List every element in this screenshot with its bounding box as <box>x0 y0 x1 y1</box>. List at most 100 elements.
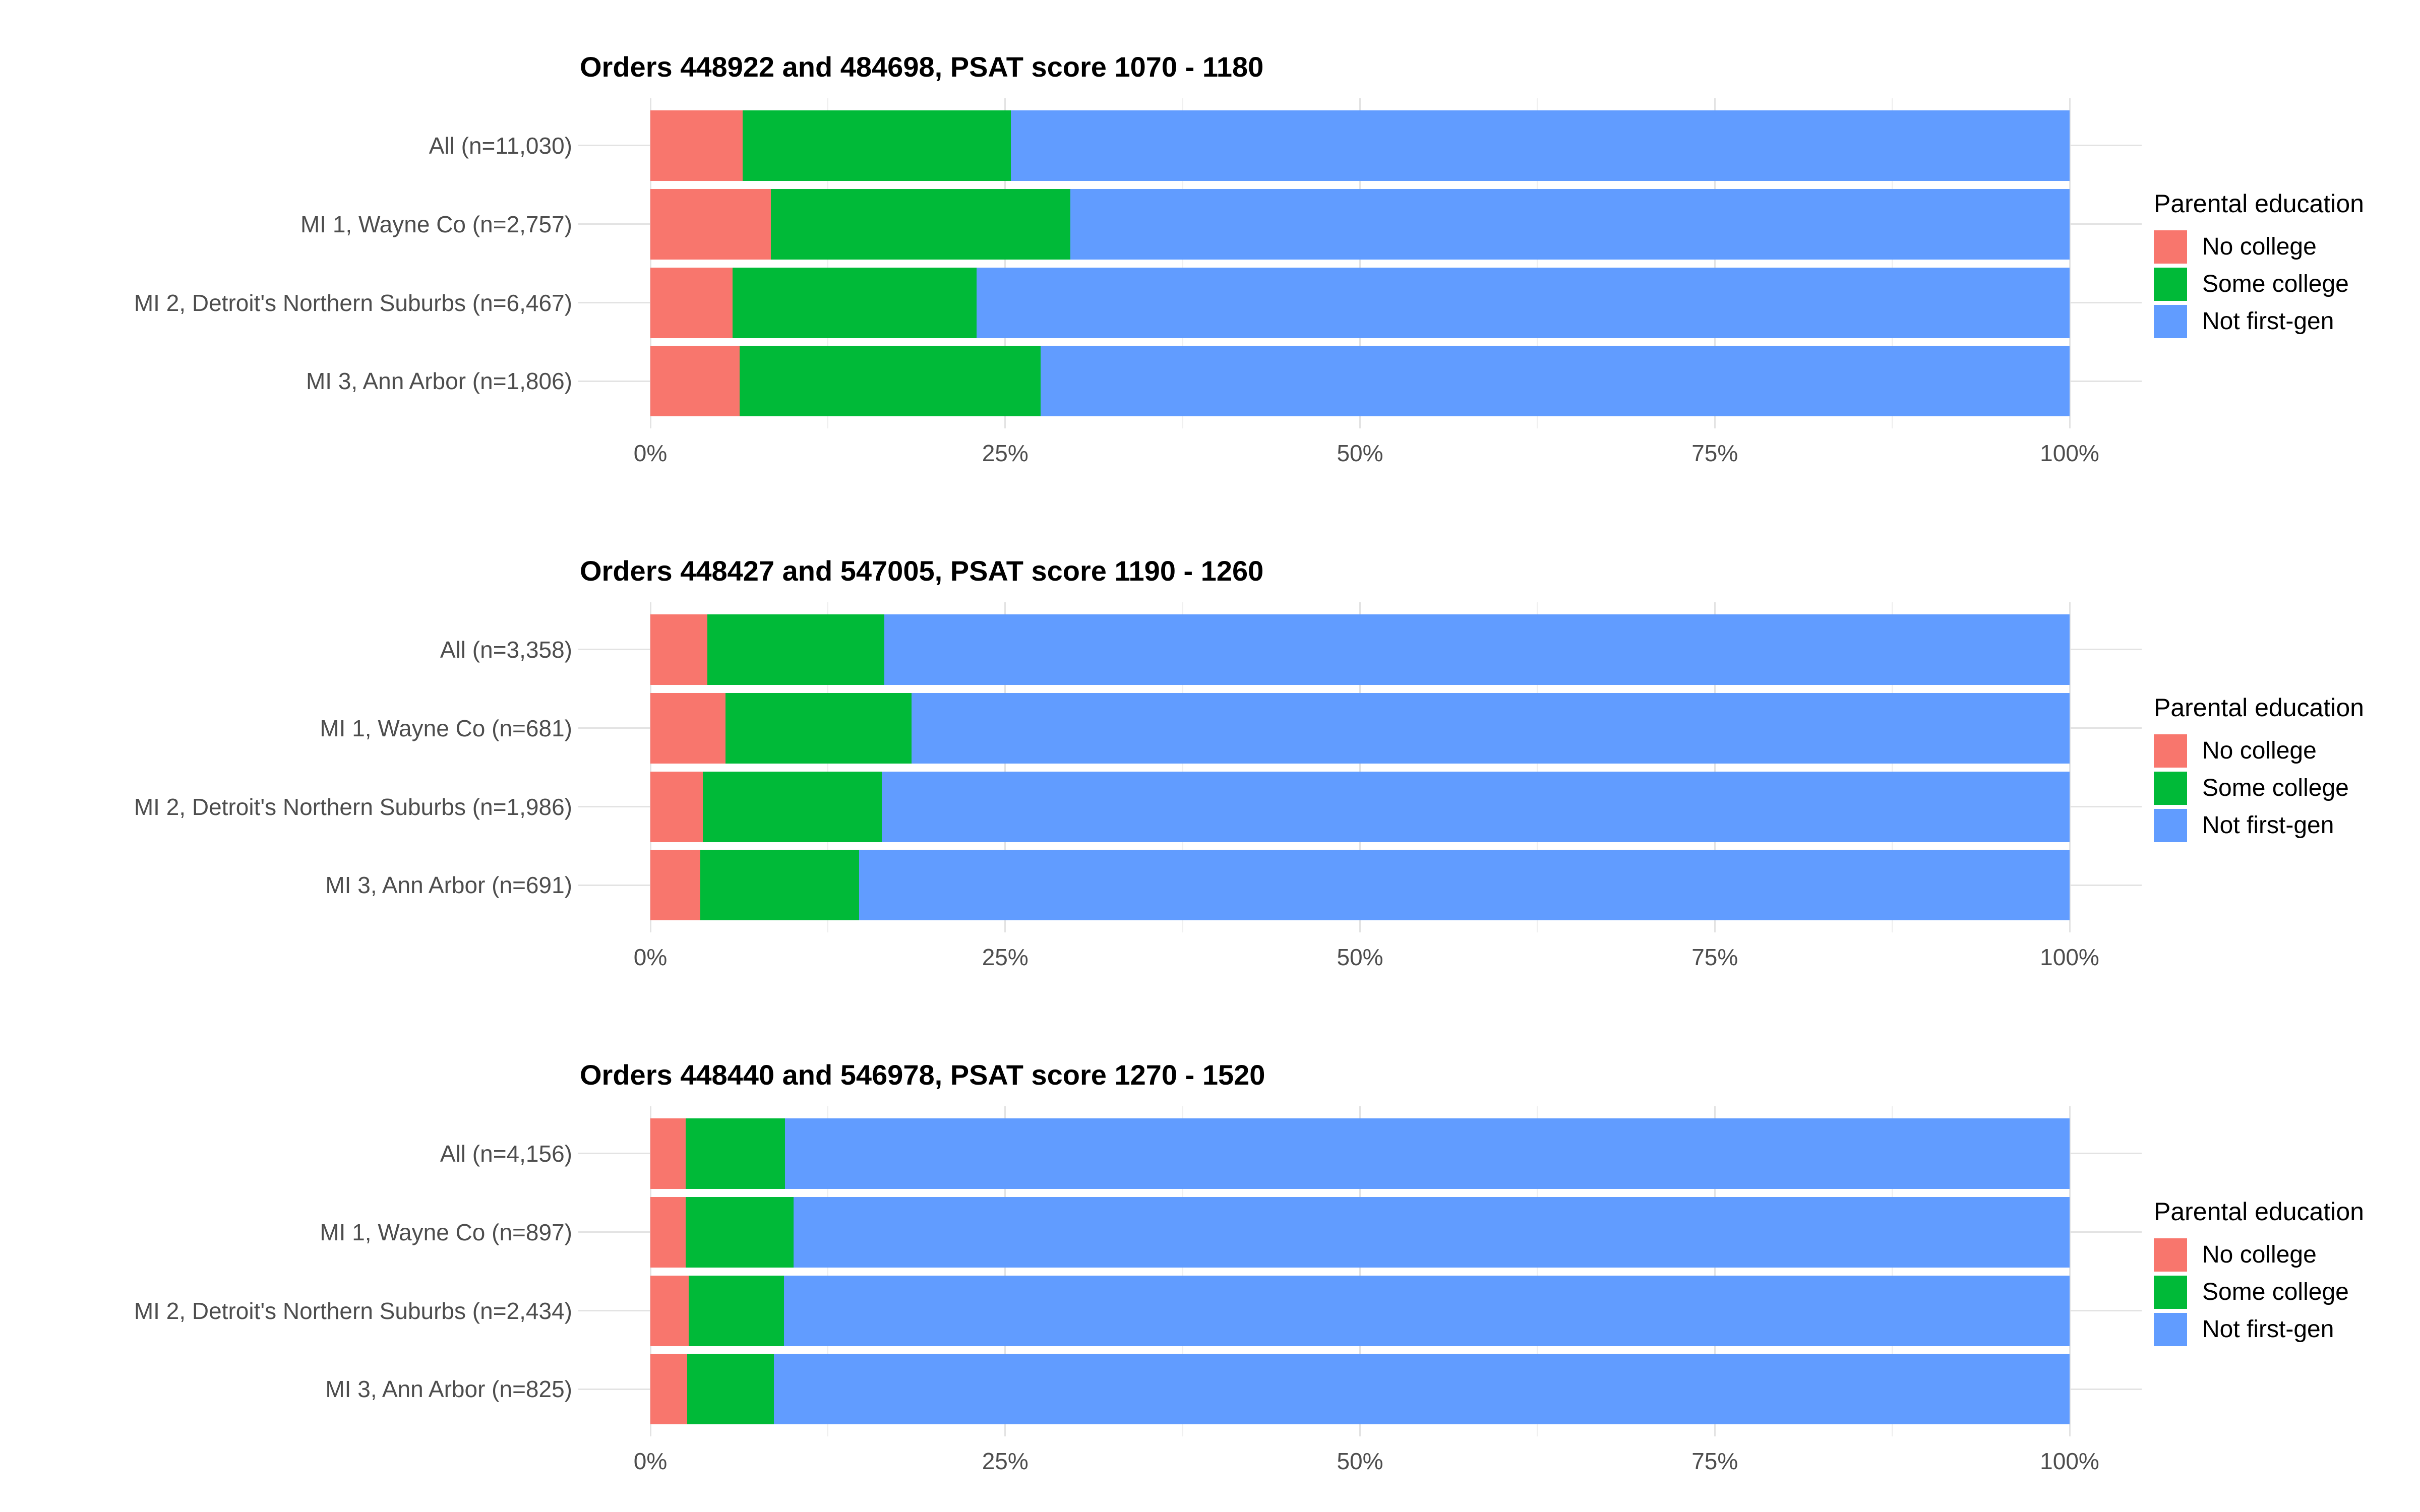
bar-segment-not-first-gen <box>783 1275 2070 1346</box>
gridline-minor <box>1182 602 1184 932</box>
legend-label: Some college <box>2202 775 2349 801</box>
bar-row-mi-2-detroit-s-northern-suburbs-n-2-434 <box>650 1275 2070 1346</box>
bar-segment-not-first-gen <box>911 692 2070 764</box>
bar-segment-no-college <box>650 188 771 260</box>
bar-segment-some-college <box>742 110 1011 181</box>
gridline-minor <box>1536 1106 1538 1436</box>
gridline-minor <box>1891 1106 1893 1436</box>
legend-swatch-not-first-gen <box>2154 1312 2187 1346</box>
legend-label: Not first-gen <box>2202 308 2334 335</box>
bar-segment-not-first-gen <box>785 1118 2070 1189</box>
bar-segment-not-first-gen <box>1070 188 2070 260</box>
legend-swatch-no-college <box>2154 734 2187 768</box>
x-axis-tick-label: 75% <box>1691 440 1738 466</box>
bar-segment-some-college <box>689 1275 784 1346</box>
bar-segment-not-first-gen <box>884 614 2070 685</box>
y-axis-label: MI 1, Wayne Co (n=681) <box>320 715 572 741</box>
bar-segment-no-college <box>650 346 740 417</box>
gridline-minor <box>1891 602 1893 932</box>
x-axis-tick-label: 25% <box>982 440 1028 466</box>
gridline-major <box>1714 602 1716 932</box>
x-axis-tick-label: 0% <box>633 1448 668 1474</box>
bar-segment-some-college <box>771 188 1071 260</box>
gridline-major <box>1004 98 1006 428</box>
legend-label: Some college <box>2202 271 2349 297</box>
gridline-major <box>649 1106 651 1436</box>
bar-segment-not-first-gen <box>859 850 2070 921</box>
x-axis-tick-label: 75% <box>1691 944 1738 970</box>
bar-segment-no-college <box>650 1196 686 1268</box>
legend-item-some-college: Some college <box>2154 771 2418 805</box>
gridline-major <box>2069 98 2071 428</box>
legend-item-some-college: Some college <box>2154 267 2418 301</box>
legend: Parental education No college Some college… <box>2154 1106 2418 1436</box>
x-axis-tick-label: 75% <box>1691 1448 1738 1474</box>
gridline-major <box>1004 602 1006 932</box>
y-axis-label: MI 2, Detroit's Northern Suburbs (n=6,46… <box>134 289 572 316</box>
gridline-minor <box>827 1106 829 1436</box>
figure-2: Orders 448427 and 547005, PSAT score 119… <box>0 504 2420 1008</box>
legend: Parental education No college Some college… <box>2154 98 2418 428</box>
gridline-major <box>649 602 651 932</box>
chart-title: Orders 448922 and 484698, PSAT score 107… <box>580 51 1264 83</box>
bar-segment-not-first-gen <box>794 1196 2070 1268</box>
plot-panel <box>578 98 2142 428</box>
legend-label: No college <box>2202 233 2317 260</box>
gridline-major <box>1714 98 1716 428</box>
bar-segment-some-college <box>686 1196 794 1268</box>
legend-swatch-some-college <box>2154 267 2187 301</box>
bar-row-all-n-4-156 <box>650 1118 2070 1189</box>
x-axis-tick-label: 100% <box>2040 440 2099 466</box>
bar-segment-some-college <box>703 771 882 842</box>
bar-segment-some-college <box>700 850 859 921</box>
legend-item-no-college: No college <box>2154 1238 2418 1272</box>
x-axis-tick-label: 50% <box>1337 440 1383 466</box>
y-axis-label: MI 1, Wayne Co (n=2,757) <box>300 211 572 237</box>
bar-segment-no-college <box>650 771 703 842</box>
figure-3: Orders 448440 and 546978, PSAT score 127… <box>0 1008 2420 1512</box>
legend-item-no-college: No college <box>2154 230 2418 264</box>
legend-swatch-no-college <box>2154 1238 2187 1272</box>
y-axis-label: MI 3, Ann Arbor (n=691) <box>325 872 572 899</box>
bar-segment-no-college <box>650 110 743 181</box>
y-axis-label: All (n=11,030) <box>429 132 572 159</box>
bar-row-all-n-3-358 <box>650 614 2070 685</box>
legend-title: Parental education <box>2154 189 2364 218</box>
gridline-minor <box>1536 602 1538 932</box>
bar-segment-no-college <box>650 267 733 338</box>
bar-segment-some-college <box>725 692 912 764</box>
gridline-minor <box>1891 98 1893 428</box>
bar-segment-some-college <box>686 1118 785 1189</box>
bar-segment-some-college <box>733 267 977 338</box>
bar-row-mi-3-ann-arbor-n-1-806 <box>650 346 2070 417</box>
bar-row-mi-3-ann-arbor-n-691 <box>650 850 2070 921</box>
gridline-minor <box>1182 1106 1184 1436</box>
bar-row-mi-3-ann-arbor-n-825 <box>650 1354 2070 1425</box>
plot-panel <box>578 602 2142 932</box>
plot-panel <box>578 1106 2142 1436</box>
x-axis-tick-label: 25% <box>982 1448 1028 1474</box>
bar-row-mi-1-wayne-co-n-2-757 <box>650 188 2070 260</box>
legend: Parental education No college Some college… <box>2154 602 2418 932</box>
y-axis-label: All (n=4,156) <box>440 1140 572 1167</box>
chart-title: Orders 448440 and 546978, PSAT score 127… <box>580 1059 1265 1091</box>
x-axis-tick-label: 0% <box>633 440 668 466</box>
gridline-major <box>1714 1106 1716 1436</box>
bar-segment-no-college <box>650 850 700 921</box>
bar-segment-not-first-gen <box>1041 346 2070 417</box>
chart-title: Orders 448427 and 547005, PSAT score 119… <box>580 555 1264 587</box>
x-axis-tick-label: 50% <box>1337 1448 1383 1474</box>
bar-row-mi-2-detroit-s-northern-suburbs-n-6-467 <box>650 267 2070 338</box>
bar-segment-no-college <box>650 1118 686 1189</box>
gridline-major <box>2069 602 2071 932</box>
legend-title: Parental education <box>2154 693 2364 722</box>
bar-segment-no-college <box>650 692 726 764</box>
bar-segment-not-first-gen <box>773 1354 2070 1425</box>
legend-swatch-not-first-gen <box>2154 808 2187 842</box>
gridline-minor <box>827 602 829 932</box>
x-axis-tick-label: 25% <box>982 944 1028 970</box>
legend-swatch-no-college <box>2154 230 2187 264</box>
bar-row-mi-2-detroit-s-northern-suburbs-n-1-986 <box>650 771 2070 842</box>
legend-title: Parental education <box>2154 1197 2364 1226</box>
